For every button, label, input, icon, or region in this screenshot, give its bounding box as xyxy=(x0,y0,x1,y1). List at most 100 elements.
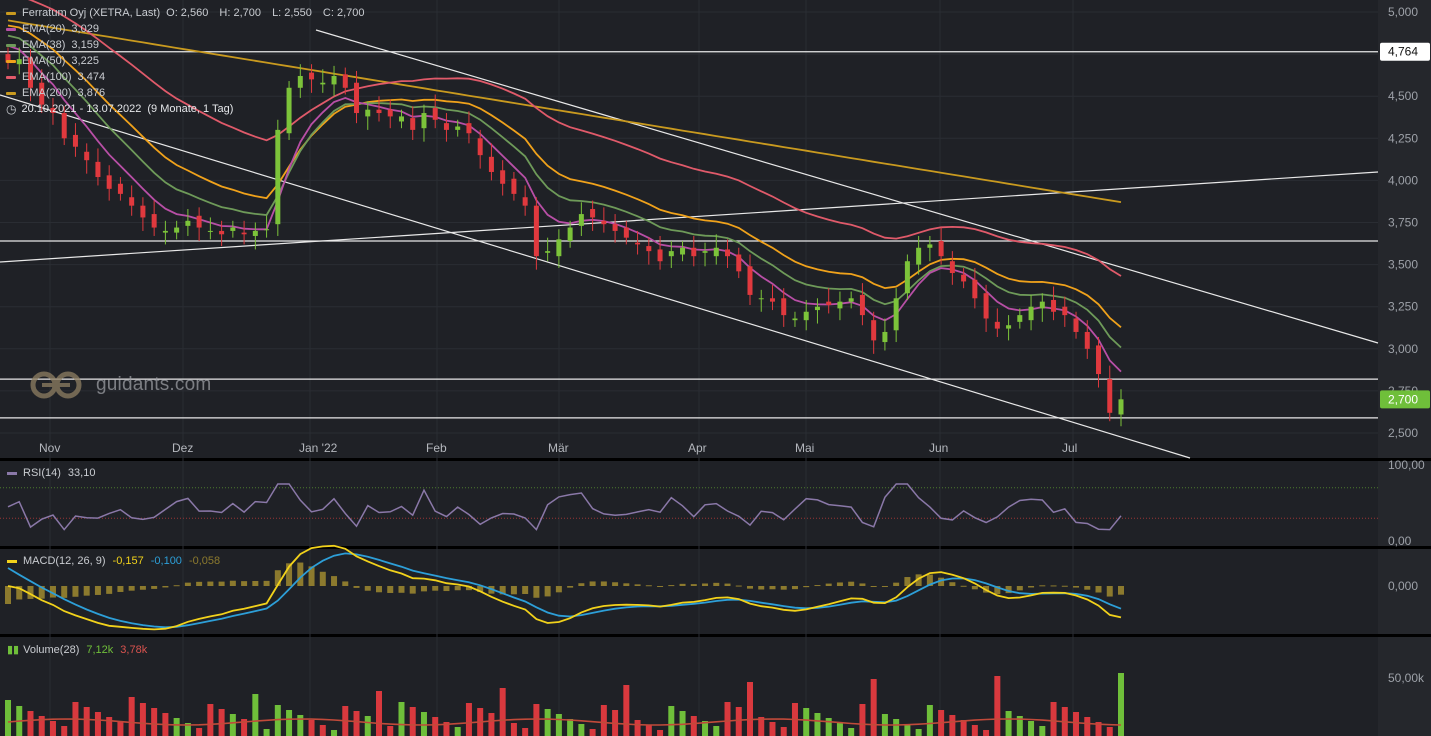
ohlc-open: O: 2,560 xyxy=(166,7,209,19)
candle-body xyxy=(241,232,247,235)
candle-body xyxy=(50,107,56,114)
volume-bar xyxy=(949,715,956,736)
volume-bar xyxy=(308,720,315,736)
macd-histogram-bar xyxy=(735,585,742,587)
month-label: Dez xyxy=(172,441,193,455)
price-marker-upper-label: 4,764 xyxy=(1388,45,1418,59)
macd-histogram-bar xyxy=(1028,586,1035,588)
rsi-legend[interactable]: RSI(14) 33,10 xyxy=(7,467,102,479)
price-tick-label: 4,000 xyxy=(1388,173,1418,187)
macd-histogram-bar xyxy=(645,585,652,587)
ema200-swatch xyxy=(6,91,16,95)
clock-icon: ◷ xyxy=(6,102,17,116)
candle-body xyxy=(488,156,494,172)
candle-body xyxy=(938,241,944,257)
macd-histogram-bar xyxy=(1118,586,1124,595)
candle-body xyxy=(1096,345,1102,375)
macd-legend[interactable]: MACD(12, 26, 9) -0,157 -0,100 -0,058 xyxy=(7,555,227,567)
volume-bar xyxy=(364,716,371,736)
ema20-value: 3,029 xyxy=(71,23,99,35)
candle-body xyxy=(1084,331,1090,349)
candle-body xyxy=(758,298,764,300)
macd-histogram-bar xyxy=(1073,586,1080,588)
volume-bar xyxy=(836,723,843,736)
volume-bar xyxy=(376,691,382,736)
volume-bar xyxy=(61,726,68,736)
volume-bar xyxy=(229,714,236,736)
macd-histogram-bar xyxy=(420,586,427,592)
month-label: Feb xyxy=(426,441,447,455)
macd-histogram-bar xyxy=(252,580,259,586)
candle-body xyxy=(747,266,753,295)
macd-histogram-bar xyxy=(229,580,236,586)
macd-histogram-bar xyxy=(926,574,933,586)
ema200-value: 3,876 xyxy=(77,87,106,99)
macd-histogram-bar xyxy=(555,586,562,593)
candle-body xyxy=(578,214,584,226)
ema50-value: 3,225 xyxy=(71,55,99,67)
price-axis-background xyxy=(1378,0,1431,736)
date-range: ◷ 20.10.2021 - 13.07.2022 (9 Monate, 1 T… xyxy=(6,101,372,117)
macd-histogram-bar xyxy=(454,586,461,591)
macd-tick-label: 0,000 xyxy=(1388,579,1418,593)
volume-bar xyxy=(555,714,562,736)
macd-histogram-bar xyxy=(938,577,945,586)
candle-body xyxy=(162,230,168,233)
candle-body xyxy=(601,220,607,225)
volume-bar xyxy=(465,703,472,736)
candle-body xyxy=(174,227,180,233)
candle-body xyxy=(668,251,674,257)
candle-body xyxy=(477,138,483,156)
volume-bar xyxy=(533,704,540,736)
volume-legend[interactable]: ▮▮ Volume(28) 7,12k 3,78k xyxy=(7,643,154,657)
volume-bar xyxy=(151,708,158,736)
volume-bar xyxy=(218,709,225,736)
volume-bar xyxy=(184,723,191,736)
candle-body xyxy=(814,306,820,311)
volume-bar xyxy=(297,715,304,736)
macd-histogram-bar xyxy=(758,586,765,590)
ema100-swatch xyxy=(6,75,16,79)
indicator-ema38[interactable]: EMA(38) 3,159 xyxy=(6,37,372,53)
volume-bar xyxy=(420,712,427,736)
candle-body xyxy=(500,170,506,184)
macd-histogram-bar xyxy=(657,586,664,587)
macd-histogram-bar xyxy=(971,586,978,590)
price-tick-label: 3,750 xyxy=(1388,216,1418,230)
month-label: Jan '22 xyxy=(299,441,338,455)
macd-line xyxy=(7,544,1122,631)
panel-separator xyxy=(0,634,1431,637)
candle-body xyxy=(151,214,157,228)
macd-histogram-bar xyxy=(128,586,135,591)
macd-histogram-bar xyxy=(27,586,34,599)
macd-histogram-bar xyxy=(780,586,787,590)
macd-histogram-bar xyxy=(949,582,956,586)
macd-histogram-bar xyxy=(241,581,248,586)
macd-histogram-bar xyxy=(612,582,619,586)
macd-histogram-bar xyxy=(1084,586,1091,590)
ema20-swatch xyxy=(6,27,16,31)
rsi-tick-label: 100,00 xyxy=(1388,458,1425,472)
candle-body xyxy=(95,161,101,178)
candle-body xyxy=(871,320,877,341)
macd-histogram-bar xyxy=(286,563,293,586)
price-tick-label: 5,000 xyxy=(1388,5,1418,19)
indicator-ema200[interactable]: EMA(200) 3,876 xyxy=(6,85,372,101)
candle-body xyxy=(736,254,742,272)
date-range-duration: (9 Monate, 1 Tag) xyxy=(147,103,234,115)
volume-avg-value: 3,78k xyxy=(120,643,148,656)
macd-histogram-bar xyxy=(398,586,405,593)
indicator-ema100[interactable]: EMA(100) 3,474 xyxy=(6,69,372,85)
indicator-ema20[interactable]: EMA(20) 3,029 xyxy=(6,21,372,37)
candle-body xyxy=(5,54,11,63)
volume-bar xyxy=(1039,726,1046,736)
volume-bar xyxy=(353,711,360,736)
indicator-ema50[interactable]: EMA(50) 3,225 xyxy=(6,53,372,69)
macd-histogram-bar xyxy=(814,585,821,587)
volume-bar xyxy=(331,730,338,736)
volume-bar xyxy=(994,676,1001,736)
candle-body xyxy=(398,116,404,122)
candle-body xyxy=(1017,315,1023,322)
